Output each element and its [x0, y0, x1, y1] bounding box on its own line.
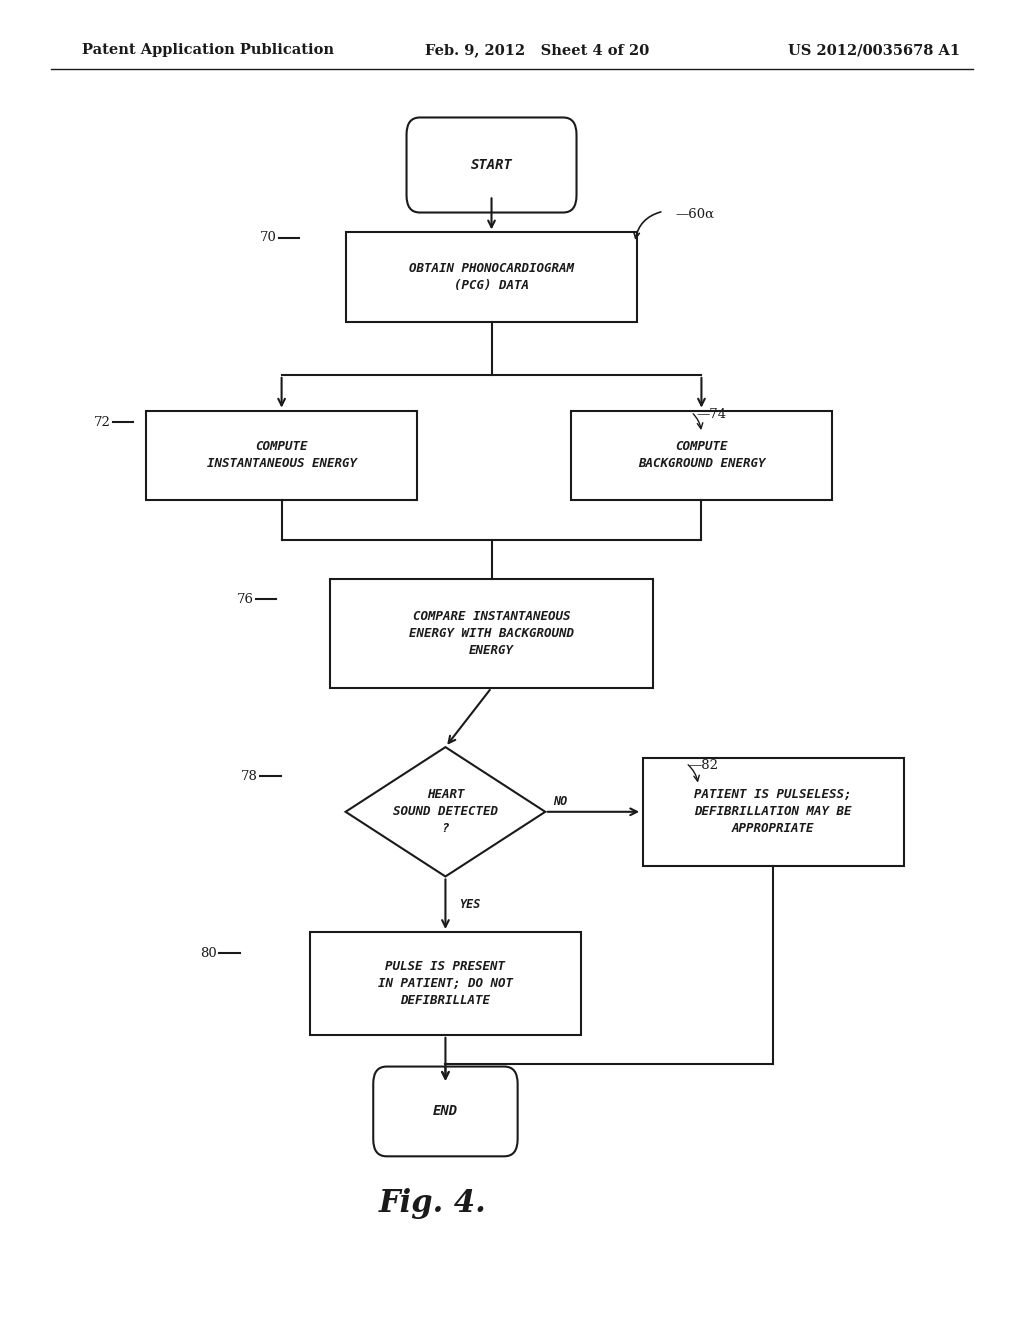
- Text: US 2012/0035678 A1: US 2012/0035678 A1: [788, 44, 961, 57]
- Text: COMPUTE
INSTANTANEOUS ENERGY: COMPUTE INSTANTANEOUS ENERGY: [207, 441, 356, 470]
- Text: NO: NO: [553, 795, 567, 808]
- Text: PATIENT IS PULSELESS;
DEFIBRILLATION MAY BE
APPROPRIATE: PATIENT IS PULSELESS; DEFIBRILLATION MAY…: [694, 788, 852, 836]
- Text: Fig. 4.: Fig. 4.: [379, 1188, 486, 1220]
- Text: 80: 80: [201, 946, 217, 960]
- Text: Patent Application Publication: Patent Application Publication: [82, 44, 334, 57]
- FancyBboxPatch shape: [373, 1067, 518, 1156]
- Text: COMPARE INSTANTANEOUS
ENERGY WITH BACKGROUND
ENERGY: COMPARE INSTANTANEOUS ENERGY WITH BACKGR…: [409, 610, 574, 657]
- Bar: [643, 758, 903, 866]
- Text: 72: 72: [94, 416, 111, 429]
- Text: Feb. 9, 2012   Sheet 4 of 20: Feb. 9, 2012 Sheet 4 of 20: [425, 44, 649, 57]
- Text: 78: 78: [242, 770, 258, 783]
- Text: YES: YES: [459, 898, 480, 911]
- Text: END: END: [433, 1105, 458, 1118]
- Text: —60α: —60α: [676, 207, 715, 220]
- Polygon shape: [346, 747, 545, 876]
- Text: 76: 76: [237, 593, 254, 606]
- Text: 70: 70: [260, 231, 276, 244]
- Text: HEART
SOUND DETECTED
?: HEART SOUND DETECTED ?: [393, 788, 498, 836]
- Bar: [146, 411, 418, 500]
- FancyBboxPatch shape: [407, 117, 577, 213]
- Bar: [309, 932, 582, 1035]
- Bar: [571, 411, 833, 500]
- Bar: [330, 579, 653, 688]
- Text: COMPUTE
BACKGROUND ENERGY: COMPUTE BACKGROUND ENERGY: [638, 441, 765, 470]
- Text: —82: —82: [688, 759, 718, 772]
- Text: PULSE IS PRESENT
IN PATIENT; DO NOT
DEFIBRILLATE: PULSE IS PRESENT IN PATIENT; DO NOT DEFI…: [378, 960, 513, 1007]
- Bar: [346, 232, 637, 322]
- Text: START: START: [471, 158, 512, 172]
- Text: OBTAIN PHONOCARDIOGRAM
(PCG) DATA: OBTAIN PHONOCARDIOGRAM (PCG) DATA: [409, 263, 574, 292]
- Text: —74: —74: [696, 408, 726, 421]
